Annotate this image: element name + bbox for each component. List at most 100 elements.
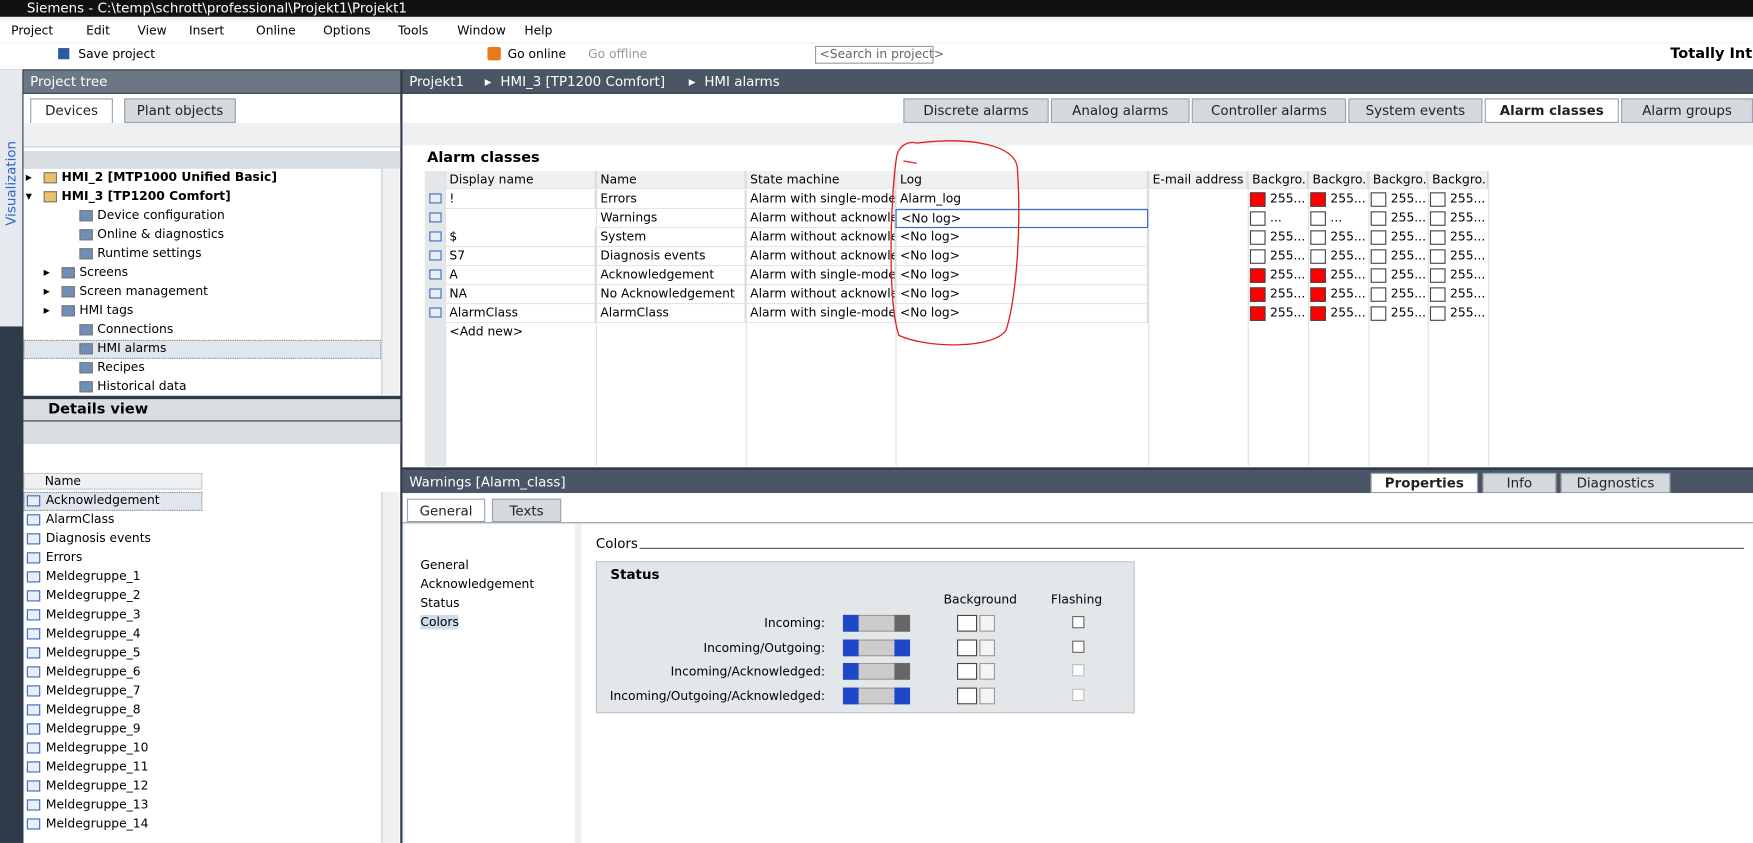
details-item[interactable]: Errors	[45, 550, 83, 565]
details-item[interactable]: Meldegruppe_5	[45, 645, 141, 660]
color-picker[interactable]	[957, 614, 978, 632]
color-swatch[interactable]	[1249, 306, 1266, 321]
details-item[interactable]: Diagnosis events	[45, 531, 151, 546]
menu-item[interactable]: Project	[11, 23, 54, 39]
state-machine[interactable]: Alarm with single-mode ...	[745, 266, 896, 286]
color-swatch[interactable]	[1249, 211, 1266, 226]
color-swatch[interactable]	[1310, 306, 1326, 321]
details-item[interactable]: Meldegruppe_6	[45, 664, 141, 679]
tree-item[interactable]: Historical data	[97, 379, 187, 394]
background-value[interactable]: 255...	[1390, 229, 1427, 244]
details-item[interactable]: Meldegruppe_9	[45, 721, 141, 736]
side-tab[interactable]: Visualization	[3, 140, 20, 226]
display-name[interactable]: S7	[444, 247, 596, 267]
details-item[interactable]: Meldegruppe_12	[45, 778, 149, 793]
flashing-checkbox[interactable]	[1072, 664, 1085, 677]
name[interactable]: System	[595, 228, 746, 248]
log[interactable]: <No log>	[895, 266, 1149, 286]
tree-item[interactable]: Online & diagnostics	[97, 226, 225, 242]
log[interactable]: Alarm_log	[895, 190, 1149, 210]
color-dropdown[interactable]	[979, 687, 996, 704]
color-swatch[interactable]	[1429, 287, 1446, 302]
color-picker[interactable]	[957, 687, 978, 704]
go-online-button[interactable]: Go online	[507, 46, 567, 62]
tree-item[interactable]: Connections	[97, 321, 174, 337]
editor-tab[interactable]: Alarm classes	[1484, 98, 1619, 123]
search-box[interactable]: <Search in project>	[815, 45, 944, 64]
menu-item[interactable]: Window	[457, 23, 506, 39]
menu-item[interactable]: Edit	[86, 23, 110, 39]
properties-tab[interactable]: General	[406, 498, 486, 523]
color-swatch[interactable]	[1370, 268, 1387, 283]
expander[interactable]: ▾	[25, 188, 32, 204]
tree-item[interactable]: HMI_2 [MTP1000 Unified Basic]	[61, 169, 277, 185]
menu-item[interactable]: Help	[524, 23, 553, 39]
display-name[interactable]: AlarmClass	[444, 304, 596, 324]
background-value[interactable]: 255...	[1450, 229, 1486, 244]
background-value[interactable]: 255...	[1270, 267, 1306, 282]
display-name[interactable]: A	[444, 266, 596, 286]
state-machine[interactable]: Alarm without acknowle...	[745, 285, 896, 305]
details-item[interactable]: Acknowledgement	[45, 493, 160, 508]
background-value[interactable]: 255...	[1270, 248, 1306, 263]
color-dropdown[interactable]	[979, 614, 996, 632]
nav-item[interactable]: Acknowledgement	[420, 576, 535, 592]
color-swatch[interactable]	[1249, 287, 1266, 302]
editor-tab[interactable]: Controller alarms	[1191, 98, 1347, 123]
flashing-checkbox[interactable]	[1072, 640, 1085, 653]
color-swatch[interactable]	[1370, 287, 1387, 302]
background-value[interactable]: 255...	[1330, 305, 1366, 320]
tree-item[interactable]: HMI tags	[79, 302, 134, 318]
details-item[interactable]: Meldegruppe_14	[45, 816, 149, 831]
details-item[interactable]: Meldegruppe_1	[45, 569, 141, 584]
background-value[interactable]: 255...	[1330, 191, 1366, 206]
color-swatch[interactable]	[1310, 249, 1326, 264]
editor-tab[interactable]: System events	[1348, 98, 1483, 123]
display-name[interactable]: !	[444, 190, 596, 210]
tree-item[interactable]: Device configuration	[97, 207, 225, 223]
add-new[interactable]: <Add new>	[449, 324, 524, 339]
color-picker[interactable]	[957, 638, 978, 656]
color-swatch[interactable]	[1370, 306, 1387, 321]
background-value[interactable]: 255...	[1390, 191, 1427, 206]
display-name[interactable]: $	[444, 228, 596, 248]
state-machine[interactable]: Alarm without acknowle...	[745, 209, 896, 229]
tree-item[interactable]: Screen management	[79, 283, 208, 299]
menu-item[interactable]: Tools	[398, 23, 429, 39]
color-swatch[interactable]	[1429, 249, 1446, 264]
nav-item[interactable]: General	[420, 557, 469, 573]
nav-item[interactable]: Colors	[420, 614, 459, 630]
details-item[interactable]: Meldegruppe_8	[45, 702, 141, 717]
details-item[interactable]: Meldegruppe_3	[45, 607, 141, 622]
background-value[interactable]: 255...	[1270, 229, 1306, 244]
color-swatch[interactable]	[1310, 211, 1326, 226]
background-value[interactable]: 255...	[1330, 286, 1366, 301]
editor-tab[interactable]: Alarm groups	[1621, 98, 1753, 123]
color-picker[interactable]	[957, 662, 978, 680]
state-machine[interactable]: Alarm with single-mode ...	[745, 304, 896, 324]
color-swatch[interactable]	[1249, 249, 1266, 264]
color-swatch[interactable]	[1310, 192, 1326, 207]
color-swatch[interactable]	[1429, 230, 1446, 245]
menu-item[interactable]: Insert	[188, 23, 225, 39]
log[interactable]: <No log>	[895, 247, 1149, 267]
color-swatch[interactable]	[1429, 306, 1446, 321]
expander[interactable]: ▸	[43, 302, 50, 318]
tree-item[interactable]: Runtime settings	[97, 245, 202, 261]
name[interactable]: Warnings	[595, 209, 746, 229]
details-item[interactable]: Meldegruppe_4	[45, 626, 141, 641]
tree-item[interactable]: HMI_3 [TP1200 Comfort]	[61, 188, 231, 204]
details-item[interactable]: Meldegruppe_2	[45, 588, 141, 603]
background-value[interactable]: 255...	[1450, 286, 1486, 301]
expander[interactable]: ▸	[43, 283, 50, 299]
color-swatch[interactable]	[1370, 192, 1387, 207]
flashing-checkbox[interactable]	[1072, 688, 1085, 701]
background-value[interactable]: 255...	[1330, 267, 1366, 282]
state-machine[interactable]: Alarm without acknowle...	[745, 247, 896, 267]
background-value[interactable]: 255...	[1450, 191, 1486, 206]
name[interactable]: Diagnosis events	[595, 247, 746, 267]
name[interactable]: AlarmClass	[595, 304, 746, 324]
color-swatch[interactable]	[1249, 192, 1266, 207]
color-swatch[interactable]	[1370, 211, 1387, 226]
color-swatch[interactable]	[1249, 230, 1266, 245]
